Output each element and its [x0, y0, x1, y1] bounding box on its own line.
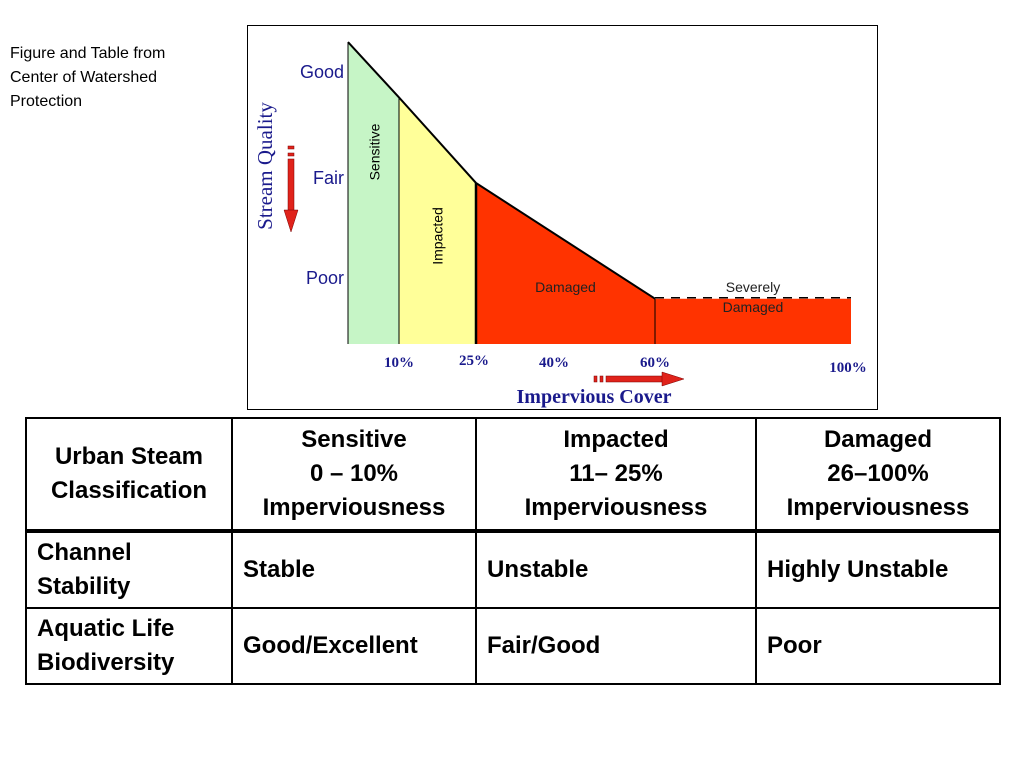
header-line: Impacted [563, 426, 669, 453]
table-cell: Good/Excellent [231, 607, 477, 685]
zone-impacted [399, 97, 476, 344]
header-cell-sensitive: Sensitive 0 – 10% Imperviousness [231, 417, 477, 533]
x-tick-label: 25% [459, 353, 489, 369]
table-cell: Unstable [475, 530, 757, 609]
header-line: 0 – 10% [309, 460, 399, 487]
zone-severely-damaged [655, 298, 851, 344]
credit-line: Protection [10, 93, 83, 110]
header-line: 26–100% [827, 460, 929, 487]
table-row: Channel Stability Stable Unstable Highly… [25, 530, 1001, 609]
table-cell: Fair/Good [475, 607, 757, 685]
x-axis-title: Impervious Cover [517, 386, 672, 408]
arrow-segment [287, 152, 295, 157]
row-label-line: Channel [37, 539, 132, 566]
header-line: Imperviousness [524, 494, 708, 521]
row-label-line: Stability [37, 573, 131, 600]
classification-table: Urban Steam Classification Sensitive 0 –… [25, 417, 1001, 685]
x-tick-label: 10% [384, 355, 414, 371]
header-cell-classification: Urban Steam Classification [25, 417, 233, 533]
right-arrow-icon [593, 371, 685, 387]
table-row: Aquatic Life Biodiversity Good/Excellent… [25, 607, 1001, 685]
y-tick-label: Good [300, 62, 344, 82]
header-line: Classification [50, 477, 208, 504]
header-line: Sensitive [301, 426, 407, 453]
header-cell-impacted: Impacted 11– 25% Imperviousness [475, 417, 757, 533]
header-line: 11– 25% [569, 460, 663, 487]
header-line: Imperviousness [786, 494, 970, 521]
credit-line: Center of Watershed [10, 69, 158, 86]
table-cell: Stable [231, 530, 477, 609]
down-arrow-icon [283, 145, 299, 233]
header-cell-damaged: Damaged 26–100% Imperviousness [755, 417, 1001, 533]
zone-label-damaged: Damaged [535, 279, 596, 295]
x-tick-label: 40% [539, 355, 569, 371]
credit-line: Figure and Table from [10, 45, 166, 62]
arrow-shaft [605, 375, 665, 383]
arrow-segment [593, 375, 598, 383]
header-line: Imperviousness [262, 494, 446, 521]
header-line: Damaged [823, 426, 933, 453]
row-label-channel-stability: Channel Stability [25, 530, 233, 609]
row-label-line: Aquatic Life [37, 615, 175, 642]
arrow-segment [599, 375, 604, 383]
figure-credit: Figure and Table from Center of Watershe… [10, 42, 230, 114]
arrow-head [661, 371, 685, 387]
y-tick-label: Fair [313, 168, 344, 188]
table-cell: Poor [755, 607, 1001, 685]
arrow-segment [287, 145, 295, 150]
x-tick-label: 60% [640, 355, 670, 371]
y-axis-title: Stream Quality [253, 102, 277, 230]
row-label-line: Biodiversity [37, 649, 175, 676]
zone-sensitive [348, 42, 399, 344]
y-tick-label: Poor [306, 268, 344, 288]
table-header-row: Urban Steam Classification Sensitive 0 –… [25, 417, 1001, 533]
x-tick-label: 100% [829, 360, 867, 376]
zone-label-severely: Severely [726, 279, 780, 295]
chart-frame: Sensitive Impacted Damaged Severely Damaged … [247, 25, 878, 410]
header-line: Urban Steam [54, 443, 204, 470]
table-cell: Highly Unstable [755, 530, 1001, 609]
quality-curve [347, 41, 656, 300]
zone-label-severely-damaged: Damaged [723, 299, 784, 315]
zone-damaged [476, 182, 655, 344]
zone-label-sensitive: Sensitive [367, 123, 383, 180]
arrow-head [283, 209, 299, 233]
zone-label-impacted: Impacted [430, 207, 446, 265]
arrow-shaft [287, 158, 295, 212]
row-label-aquatic-life: Aquatic Life Biodiversity [25, 607, 233, 685]
